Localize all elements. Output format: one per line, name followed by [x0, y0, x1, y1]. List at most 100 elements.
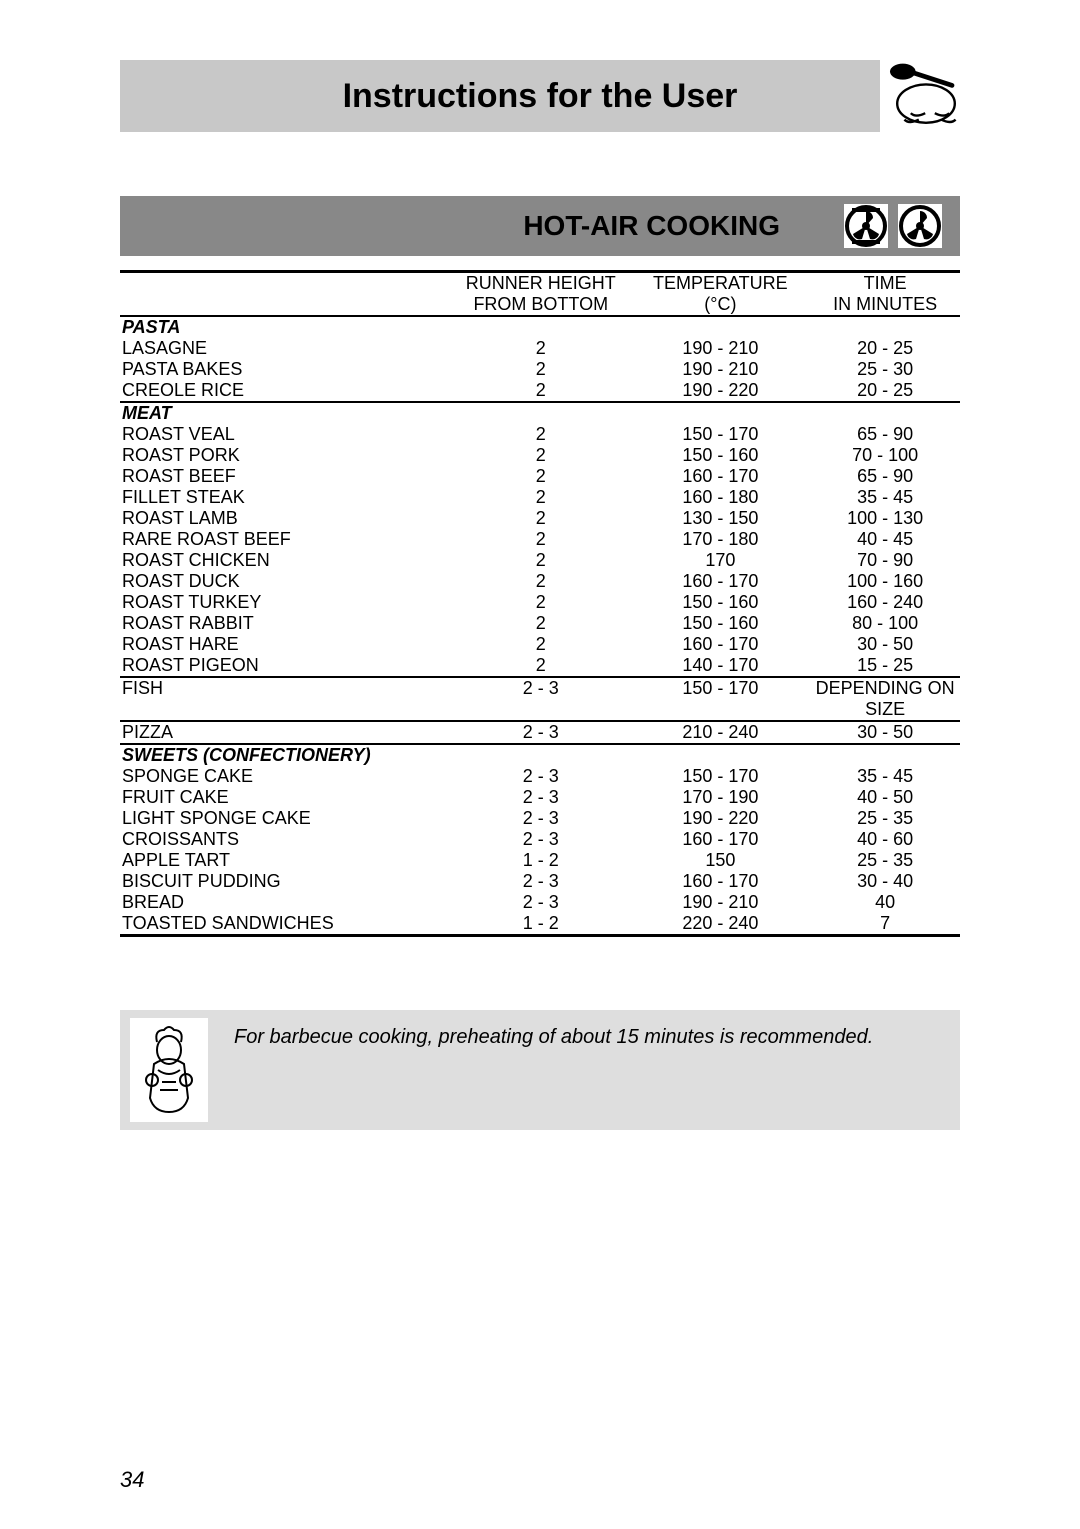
dish-name: SPONGE CAKE [120, 766, 451, 787]
table-row: SPONGE CAKE2 - 3150 - 17035 - 45 [120, 766, 960, 787]
temperature: 170 - 180 [630, 529, 810, 550]
cook-time: 65 - 90 [810, 424, 960, 445]
temperature: 190 - 220 [630, 380, 810, 402]
header-band: Instructions for the User [120, 60, 960, 132]
column-header-temp: TEMPERATURE [630, 272, 810, 295]
dish-name: PASTA BAKES [120, 359, 451, 380]
temperature: 170 - 190 [630, 787, 810, 808]
temperature: 130 - 150 [630, 508, 810, 529]
temperature: 150 - 160 [630, 592, 810, 613]
table-row: BISCUIT PUDDING2 - 3160 - 17030 - 40 [120, 871, 960, 892]
chef-icon [134, 1020, 204, 1121]
runner-height: 2 [451, 466, 630, 487]
table-row: ROAST LAMB2130 - 150100 - 130 [120, 508, 960, 529]
temperature: 150 - 170 [630, 766, 810, 787]
cook-time: 100 - 130 [810, 508, 960, 529]
runner-height: 2 - 3 [451, 766, 630, 787]
runner-height: 2 [451, 592, 630, 613]
table-row: ROAST HARE2160 - 17030 - 50 [120, 634, 960, 655]
cook-time: 70 - 100 [810, 445, 960, 466]
runner-height: 1 - 2 [451, 913, 630, 936]
cooking-table: RUNNER HEIGHTTEMPERATURETIMEFROM BOTTOM(… [120, 270, 960, 937]
runner-height: 2 - 3 [451, 871, 630, 892]
temperature: 150 - 160 [630, 613, 810, 634]
cook-time: 25 - 35 [810, 808, 960, 829]
runner-height: 2 - 3 [451, 892, 630, 913]
table-row: ROAST RABBIT2150 - 16080 - 100 [120, 613, 960, 634]
table-row: ROAST DUCK2160 - 170100 - 160 [120, 571, 960, 592]
table-row: FISH2 - 3150 - 170DEPENDING ON [120, 677, 960, 699]
dish-name: ROAST BEEF [120, 466, 451, 487]
cook-time: 40 - 60 [810, 829, 960, 850]
runner-height: 2 - 3 [451, 721, 630, 744]
dish-name: ROAST LAMB [120, 508, 451, 529]
runner-height: 2 [451, 445, 630, 466]
dish-name: LASAGNE [120, 338, 451, 359]
runner-height: 2 - 3 [451, 808, 630, 829]
runner-height: 2 [451, 613, 630, 634]
column-header-runner-2: FROM BOTTOM [451, 294, 630, 316]
cook-time: 25 - 35 [810, 850, 960, 871]
table-row: ROAST VEAL2150 - 17065 - 90 [120, 424, 960, 445]
dish-name: ROAST VEAL [120, 424, 451, 445]
column-header-blank [120, 272, 451, 295]
cook-time: 25 - 30 [810, 359, 960, 380]
dish-name: APPLE TART [120, 850, 451, 871]
cook-time: 160 - 240 [810, 592, 960, 613]
table-row: ROAST PIGEON2140 - 17015 - 25 [120, 655, 960, 677]
temperature: 160 - 170 [630, 571, 810, 592]
cook-time: 35 - 45 [810, 487, 960, 508]
temperature: 150 - 170 [630, 424, 810, 445]
runner-height: 2 [451, 508, 630, 529]
dish-name: ROAST RABBIT [120, 613, 451, 634]
cook-time: 40 - 50 [810, 787, 960, 808]
table-row: CREOLE RICE2190 - 22020 - 25 [120, 380, 960, 402]
dish-name: CREOLE RICE [120, 380, 451, 402]
runner-height: 2 [451, 380, 630, 402]
note-icon [130, 1018, 208, 1122]
cook-time: 30 - 50 [810, 721, 960, 744]
spoon-cloud-icon [882, 54, 962, 139]
fan-oven-icon [844, 204, 888, 248]
section-title: HOT-AIR COOKING [523, 210, 780, 242]
category-label: SWEETS (CONFECTIONERY) [120, 744, 451, 766]
cook-time: 70 - 90 [810, 550, 960, 571]
dish-name: BREAD [120, 892, 451, 913]
temperature: 160 - 170 [630, 871, 810, 892]
page: Instructions for the User HOT-AIR COOKIN… [0, 0, 1080, 1529]
runner-height: 1 - 2 [451, 850, 630, 871]
dish-name: BISCUIT PUDDING [120, 871, 451, 892]
dish-name: ROAST HARE [120, 634, 451, 655]
table-row: ROAST PORK2150 - 16070 - 100 [120, 445, 960, 466]
temperature: 190 - 210 [630, 892, 810, 913]
cook-time: 100 - 160 [810, 571, 960, 592]
runner-height: 2 [451, 571, 630, 592]
dish-name: LIGHT SPONGE CAKE [120, 808, 451, 829]
column-header-temp-2: (°C) [630, 294, 810, 316]
runner-height: 2 [451, 529, 630, 550]
runner-height: 2 [451, 634, 630, 655]
dish-name: FILLET STEAK [120, 487, 451, 508]
dish-name: PIZZA [120, 721, 451, 744]
cook-time: 40 - 45 [810, 529, 960, 550]
fan-icon [898, 204, 942, 248]
temperature: 190 - 210 [630, 359, 810, 380]
dish-name: FRUIT CAKE [120, 787, 451, 808]
temperature: 150 [630, 850, 810, 871]
temperature: 150 - 160 [630, 445, 810, 466]
cook-time: 65 - 90 [810, 466, 960, 487]
table-row: ROAST CHICKEN217070 - 90 [120, 550, 960, 571]
category-row: MEAT [120, 402, 960, 424]
dish-name: ROAST CHICKEN [120, 550, 451, 571]
table-row: FILLET STEAK2160 - 18035 - 45 [120, 487, 960, 508]
category-row: SWEETS (CONFECTIONERY) [120, 744, 960, 766]
table-row: BREAD2 - 3190 - 21040 [120, 892, 960, 913]
cook-time: 7 [810, 913, 960, 936]
cook-time: 20 - 25 [810, 380, 960, 402]
temperature: 170 [630, 550, 810, 571]
runner-height: 2 [451, 424, 630, 445]
table-row: PASTA BAKES2190 - 21025 - 30 [120, 359, 960, 380]
table-row: ROAST TURKEY2150 - 160160 - 240 [120, 592, 960, 613]
dish-name: ROAST PORK [120, 445, 451, 466]
dish-name: ROAST PIGEON [120, 655, 451, 677]
